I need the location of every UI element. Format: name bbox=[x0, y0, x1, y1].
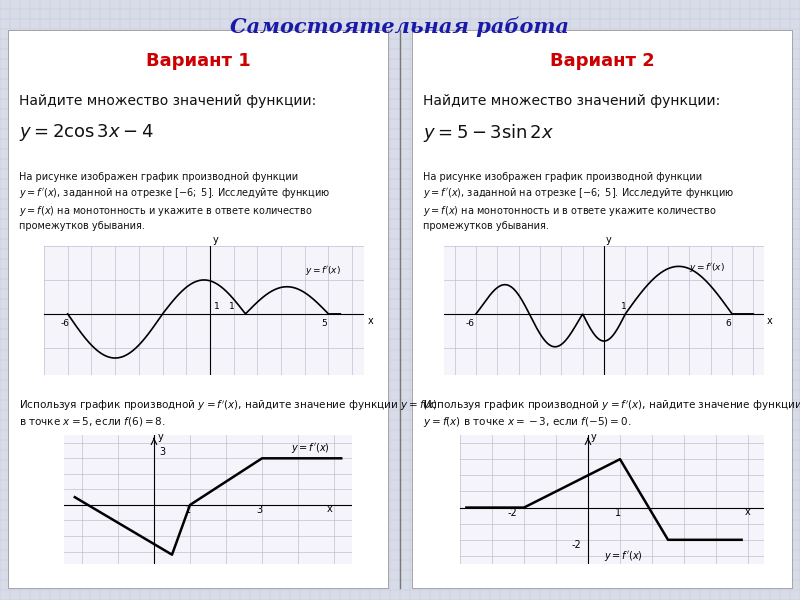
Text: $y = f'(x)$: $y = f'(x)$ bbox=[690, 261, 726, 274]
Text: $y = f'(x)$: $y = f'(x)$ bbox=[290, 440, 330, 455]
Text: y: y bbox=[606, 235, 612, 245]
Text: $y = 2\cos 3x - 4$: $y = 2\cos 3x - 4$ bbox=[19, 122, 154, 143]
Text: в точке $x = 5$, если $f(6) = 8$.: в точке $x = 5$, если $f(6) = 8$. bbox=[19, 415, 166, 428]
Text: 5: 5 bbox=[322, 319, 327, 328]
Text: 3: 3 bbox=[159, 447, 166, 457]
Text: 1: 1 bbox=[185, 505, 190, 515]
Text: x: x bbox=[745, 507, 750, 517]
Text: 3: 3 bbox=[257, 505, 262, 515]
Text: 1: 1 bbox=[229, 302, 234, 311]
Text: 1: 1 bbox=[615, 508, 622, 518]
Text: x: x bbox=[367, 316, 374, 326]
Text: -6: -6 bbox=[466, 319, 474, 328]
Text: x: x bbox=[767, 316, 773, 326]
Text: 1: 1 bbox=[621, 302, 627, 311]
Text: 6: 6 bbox=[726, 319, 731, 328]
Text: -2: -2 bbox=[572, 540, 582, 550]
Text: Найдите множество значений функции:: Найдите множество значений функции: bbox=[19, 94, 317, 108]
Text: x: x bbox=[326, 504, 333, 514]
Text: Используя график производной $y = f'(x)$, найдите значение функции $y = f(x)$: Используя график производной $y = f'(x)$… bbox=[19, 398, 438, 413]
Text: На рисунке изображен график производной функции
$y=f'(x)$, заданной на отрезке $: На рисунке изображен график производной … bbox=[19, 172, 330, 232]
Text: $y = f(x)$ в точке $x = -3$, если $f(-5) = 0$.: $y = f(x)$ в точке $x = -3$, если $f(-5)… bbox=[423, 415, 632, 429]
Text: Вариант 2: Вариант 2 bbox=[550, 52, 654, 70]
Text: $y = f'(x)$: $y = f'(x)$ bbox=[604, 549, 643, 563]
Text: $y = f'(x)$: $y = f'(x)$ bbox=[305, 264, 341, 277]
Text: Используя график производной $y = f'(x)$, найдите значение функции: Используя график производной $y = f'(x)$… bbox=[423, 398, 800, 413]
Text: -6: -6 bbox=[61, 319, 70, 328]
Text: Вариант 1: Вариант 1 bbox=[146, 52, 250, 70]
Text: y: y bbox=[591, 432, 597, 442]
Text: y: y bbox=[158, 431, 163, 442]
Text: -2: -2 bbox=[508, 508, 518, 518]
Text: На рисунке изображен график производной функции
$y=f'(x)$, заданной на отрезке $: На рисунке изображен график производной … bbox=[423, 172, 734, 232]
Text: Найдите множество значений функции:: Найдите множество значений функции: bbox=[423, 94, 721, 108]
Text: 1: 1 bbox=[214, 302, 219, 311]
Text: Самостоятельная работа: Самостоятельная работа bbox=[230, 17, 570, 37]
FancyBboxPatch shape bbox=[412, 30, 792, 588]
Text: $y = 5 - 3\sin 2x$: $y = 5 - 3\sin 2x$ bbox=[423, 122, 554, 144]
FancyBboxPatch shape bbox=[8, 30, 388, 588]
Text: y: y bbox=[212, 235, 218, 245]
